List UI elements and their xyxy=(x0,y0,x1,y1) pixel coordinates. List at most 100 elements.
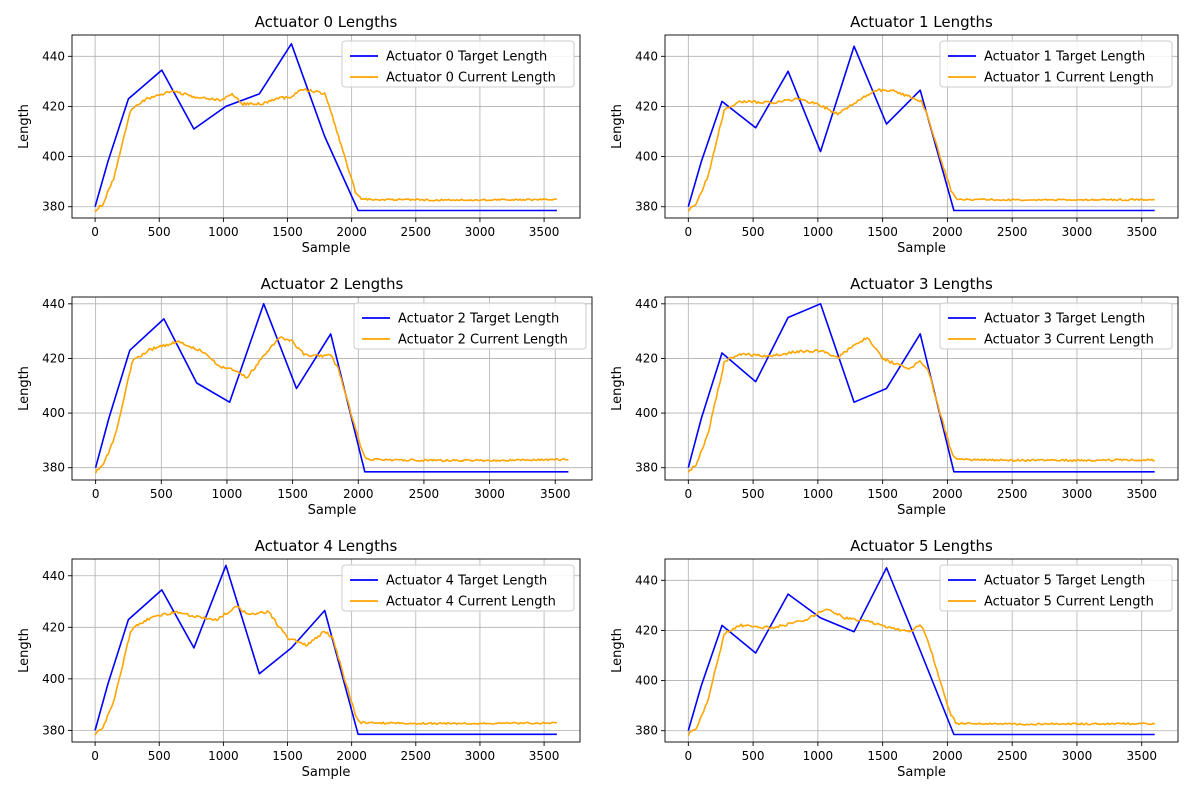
chart-panel-5: 0 500 1000 1500 2000 2500 3000 3500 380 400 420 440… xyxy=(610,537,1179,780)
y-axis-label: Length xyxy=(610,366,625,411)
x-tick-label: 500 xyxy=(742,749,765,763)
x-tick-label: 3500 xyxy=(540,487,571,501)
x-tick-label: 2500 xyxy=(997,225,1028,239)
y-tick-label: 420 xyxy=(42,351,65,365)
chart-panel-0: 0 500 1000 1500 2000 2500 3000 3500 380 400 420 440… xyxy=(17,13,581,256)
y-tick-label: 380 xyxy=(42,200,65,214)
chart-title: Actuator 3 Lengths xyxy=(850,275,993,293)
x-axis-label: Sample xyxy=(302,765,351,780)
x-tick-label: 1000 xyxy=(803,225,834,239)
y-tick-label: 380 xyxy=(42,461,65,475)
target-length-line xyxy=(94,42,557,212)
current-length-line xyxy=(687,608,1156,737)
y-tick-label: 440 xyxy=(635,49,658,63)
legend-entry: Actuator 5 Current Length xyxy=(984,595,1154,610)
target-length-line xyxy=(687,566,1155,736)
y-tick-label: 420 xyxy=(42,99,65,113)
legend-entry: Actuator 4 Target Length xyxy=(386,574,547,589)
y-tick-label: 440 xyxy=(635,573,658,587)
x-tick-label: 3000 xyxy=(1062,225,1093,239)
x-tick-label: 0 xyxy=(91,749,99,763)
x-tick-label: 3000 xyxy=(1062,487,1093,501)
x-axis-label: Sample xyxy=(308,503,357,518)
legend-entry: Actuator 5 Target Length xyxy=(984,574,1145,589)
chart-title: Actuator 1 Lengths xyxy=(850,13,993,31)
x-axis-label: Sample xyxy=(897,503,946,518)
y-tick-label: 440 xyxy=(42,49,65,63)
x-tick-label: 2000 xyxy=(336,225,367,239)
axes-frame xyxy=(664,296,1179,481)
x-tick-label: 3500 xyxy=(1126,749,1157,763)
legend-box xyxy=(341,564,575,612)
x-tick-label: 2000 xyxy=(336,749,367,763)
legend-entry: Actuator 1 Target Length xyxy=(984,50,1145,65)
y-axis-label: Length xyxy=(17,104,32,149)
legend-entry: Actuator 3 Current Length xyxy=(984,333,1154,348)
y-tick-label: 420 xyxy=(635,351,658,365)
x-tick-label: 3000 xyxy=(465,749,496,763)
chart-panel-4: 0 500 1000 1500 2000 2500 3000 3500 380 400 420 440… xyxy=(17,537,581,780)
legend-box xyxy=(341,40,575,88)
y-tick-label: 420 xyxy=(635,623,658,637)
chart-panel-2: 0 500 1000 1500 2000 2500 3000 3500 380 400 420 440… xyxy=(17,275,593,518)
y-tick-label: 420 xyxy=(635,99,658,113)
axes-frame xyxy=(664,34,1179,219)
x-tick-label: 0 xyxy=(684,749,692,763)
x-tick-label: 2500 xyxy=(401,749,432,763)
legend-box xyxy=(939,564,1173,612)
x-tick-label: 3500 xyxy=(529,225,560,239)
chart-panel-1: 0 500 1000 1500 2000 2500 3000 3500 380 400 420 440… xyxy=(610,13,1179,256)
legend-entry: Actuator 2 Target Length xyxy=(398,312,559,327)
current-length-line xyxy=(687,336,1155,473)
current-length-line xyxy=(94,605,558,736)
y-tick-label: 420 xyxy=(42,620,65,634)
x-tick-label: 3500 xyxy=(529,749,560,763)
y-tick-label: 440 xyxy=(42,569,65,583)
x-tick-label: 2500 xyxy=(401,225,432,239)
y-tick-label: 400 xyxy=(42,150,65,164)
axes-frame xyxy=(71,296,593,481)
y-tick-label: 380 xyxy=(635,461,658,475)
y-axis-label: Length xyxy=(610,628,625,673)
current-length-line xyxy=(94,336,569,474)
y-tick-label: 400 xyxy=(635,674,658,688)
axes-frame xyxy=(664,558,1179,743)
x-axis-label: Sample xyxy=(897,241,946,256)
x-tick-label: 3000 xyxy=(474,487,505,501)
legend-entry: Actuator 4 Current Length xyxy=(386,595,556,610)
legend-box xyxy=(939,40,1173,88)
target-length-line xyxy=(94,564,557,736)
axes-frame xyxy=(71,34,581,219)
legend-entry: Actuator 2 Current Length xyxy=(398,333,568,348)
chart-panel-3: 0 500 1000 1500 2000 2500 3000 3500 380 400 420 440… xyxy=(610,275,1179,518)
x-tick-label: 0 xyxy=(91,225,99,239)
x-tick-label: 1000 xyxy=(208,749,239,763)
y-tick-label: 400 xyxy=(635,406,658,420)
x-tick-label: 3000 xyxy=(1062,749,1093,763)
chart-title: Actuator 2 Lengths xyxy=(261,275,404,293)
y-tick-label: 440 xyxy=(42,297,65,311)
y-tick-label: 380 xyxy=(42,723,65,737)
x-tick-label: 2000 xyxy=(932,225,963,239)
x-tick-label: 0 xyxy=(684,487,692,501)
legend-entry: Actuator 3 Target Length xyxy=(984,312,1145,327)
x-tick-label: 1000 xyxy=(208,225,239,239)
legend-entry: Actuator 1 Current Length xyxy=(984,71,1154,86)
axes-frame xyxy=(71,558,581,743)
y-tick-label: 440 xyxy=(635,297,658,311)
x-tick-label: 500 xyxy=(742,225,765,239)
current-length-line xyxy=(94,87,558,213)
x-axis-label: Sample xyxy=(302,241,351,256)
x-tick-label: 2000 xyxy=(932,487,963,501)
x-tick-label: 1500 xyxy=(277,487,308,501)
chart-title: Actuator 4 Lengths xyxy=(255,537,398,555)
x-tick-label: 1000 xyxy=(803,749,834,763)
x-tick-label: 1000 xyxy=(803,487,834,501)
y-axis-label: Length xyxy=(610,104,625,149)
x-tick-label: 1000 xyxy=(212,487,243,501)
x-tick-label: 1500 xyxy=(867,487,898,501)
x-tick-label: 2500 xyxy=(997,749,1028,763)
chart-title: Actuator 0 Lengths xyxy=(255,13,398,31)
x-tick-label: 0 xyxy=(92,487,100,501)
